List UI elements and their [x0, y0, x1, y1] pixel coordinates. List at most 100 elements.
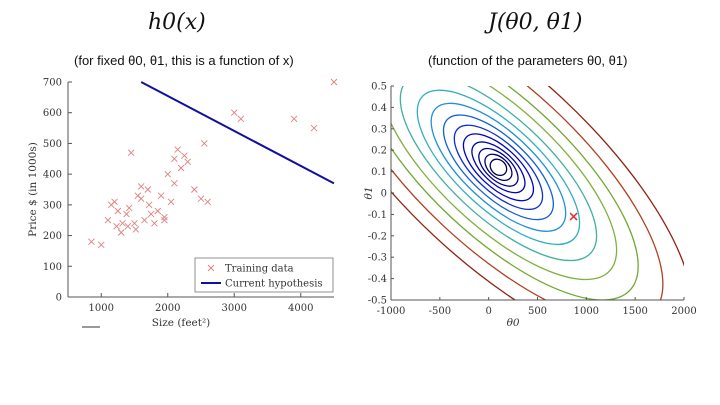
x-tick-label: 3000: [222, 303, 247, 314]
point-stroke: [191, 186, 198, 193]
point-stroke: [141, 216, 148, 224]
point-stroke: [144, 186, 152, 193]
point-stroke: [161, 213, 168, 221]
x-tick-label: 2000: [671, 306, 696, 317]
y-tick-label: -0.3: [368, 253, 387, 264]
right-title: J(θ0, θ1): [488, 10, 583, 35]
training-data-point: [125, 204, 133, 212]
x-tick-label: 1000: [574, 306, 599, 317]
training-data-point: [147, 210, 155, 218]
y-tick-label: -0.1: [368, 210, 387, 221]
training-data-point: [111, 198, 118, 206]
point-stroke: [151, 219, 158, 227]
contour-level: [462, 133, 534, 202]
x-tick-label: -500: [429, 306, 451, 317]
legend-box: [194, 257, 334, 293]
training-data-point: [141, 216, 148, 224]
y-tick-label: -0.4: [368, 274, 387, 285]
point-stroke: [137, 183, 145, 190]
legend-marker-stroke: [207, 264, 215, 272]
training-data-point: [114, 207, 122, 215]
point-stroke: [167, 198, 175, 206]
right-subtitle: (function of the parameters θ0, θ1): [428, 53, 628, 68]
x-tick-label: 500: [528, 306, 547, 317]
point-stroke: [197, 195, 205, 203]
point-stroke: [132, 226, 140, 233]
y-tick-label: -0.5: [368, 296, 387, 307]
training-data-point: [330, 78, 338, 86]
training-data-point: [113, 223, 120, 230]
training-data-point: [310, 124, 318, 132]
contour-group: [391, 86, 684, 300]
x-tick-label: 2000: [155, 303, 180, 314]
contour-level: [391, 86, 639, 300]
contour-level: [478, 147, 519, 187]
contour-level: [453, 124, 544, 211]
contour-level: [471, 141, 526, 194]
point-stroke: [184, 158, 192, 166]
point-stroke: [117, 229, 125, 236]
point-stroke: [111, 198, 118, 206]
training-data-point: [201, 140, 208, 147]
point-stroke: [131, 219, 138, 227]
point-stroke: [104, 216, 112, 224]
y-tick-label: 0.1: [371, 167, 387, 178]
hypothesis-line: [140, 81, 335, 185]
training-data-point: [230, 109, 238, 117]
contour-level: [442, 114, 555, 221]
contour-level: [391, 86, 684, 300]
x-tick-label: 1000: [89, 303, 114, 314]
training-data-point: [144, 186, 152, 193]
training-data-point: [151, 219, 158, 227]
y-axis-label: θ1: [363, 186, 375, 199]
point-stroke: [171, 155, 178, 163]
training-data-point: [132, 226, 140, 233]
training-data-point: [171, 180, 178, 187]
training-data-point: [197, 195, 205, 203]
point-stroke: [123, 210, 130, 218]
point-stroke: [174, 146, 182, 153]
y-tick-label: 100: [43, 262, 62, 273]
contour-level: [484, 153, 513, 182]
training-data-point: [181, 152, 188, 160]
point-stroke: [310, 124, 318, 132]
training-data-point: [145, 201, 153, 209]
y-tick-label: 700: [43, 78, 62, 89]
contour-level: [416, 89, 581, 246]
left-title: h0(x): [148, 10, 206, 35]
x-axis-label: θ0: [507, 317, 520, 329]
point-stroke: [330, 78, 338, 86]
x-axis-label: Size (feet²): [152, 317, 211, 329]
point-stroke: [177, 164, 185, 172]
point-stroke: [157, 192, 165, 199]
training-data-point: [97, 241, 105, 249]
training-data-point: [164, 170, 172, 178]
training-data-point: [167, 198, 175, 206]
training-data-point: [88, 238, 95, 246]
legend-hypothesis-label: Current hypothesis: [225, 279, 323, 290]
training-data-point: [191, 186, 198, 193]
current-parameters-marker: [569, 212, 578, 221]
y-tick-label: 0: [56, 293, 62, 304]
contour-level: [489, 158, 508, 177]
y-tick-label: 0.5: [371, 82, 387, 93]
x-tick-label: 4000: [288, 303, 313, 314]
training-data-point: [237, 115, 245, 123]
training-data-point: [137, 183, 145, 190]
training-data-point: [117, 229, 125, 236]
x-tick-label: 0: [485, 306, 491, 317]
training-data-point: [127, 149, 135, 156]
point-stroke: [125, 204, 133, 212]
y-tick-label: -0.2: [368, 231, 387, 242]
y-tick-label: 500: [43, 139, 62, 150]
point-stroke: [88, 238, 95, 246]
point-stroke: [204, 198, 211, 206]
training-data-point: [123, 210, 130, 218]
y-tick-label: 0.4: [371, 103, 387, 114]
legend-training-label: Training data: [225, 264, 294, 275]
y-tick-label: 0.3: [371, 124, 387, 135]
training-data-point: [204, 198, 211, 206]
point-stroke: [119, 219, 126, 227]
